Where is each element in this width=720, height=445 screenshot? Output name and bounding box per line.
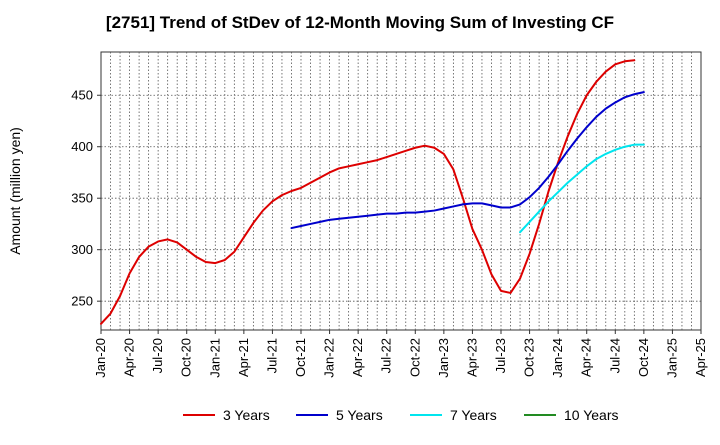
- y-tick-label: 400: [71, 139, 93, 154]
- x-tick-label: Jul-24: [607, 338, 622, 373]
- y-tick-label: 250: [71, 294, 93, 309]
- x-tick-label: Jul-21: [264, 338, 279, 373]
- x-tick-label: Jan-21: [207, 338, 222, 378]
- legend: 3 Years 5 Years 7 Years 10 Years: [183, 407, 619, 423]
- x-tick-label: Oct-22: [407, 338, 422, 377]
- x-tick-label: Oct-20: [179, 338, 194, 377]
- chart-title: [2751] Trend of StDev of 12-Month Moving…: [106, 13, 614, 32]
- legend-label-7-years: 7 Years: [450, 407, 497, 423]
- x-tick-label: Jan-24: [550, 338, 565, 378]
- x-tick-label: Jul-23: [493, 338, 508, 373]
- legend-label-5-years: 5 Years: [336, 407, 383, 423]
- x-tick-label: Jan-23: [436, 338, 451, 378]
- x-tick-label: Jan-25: [664, 338, 679, 378]
- x-tick-label: Apr-20: [122, 338, 137, 377]
- legend-label-3-years: 3 Years: [223, 407, 270, 423]
- x-tick-label: Apr-23: [464, 338, 479, 377]
- x-tick-label: Jul-22: [379, 338, 394, 373]
- x-tick-label: Apr-24: [579, 338, 594, 377]
- series-line-5-years: [290, 91, 645, 230]
- y-tick-label: 450: [71, 88, 93, 103]
- grid-lines: [101, 52, 701, 330]
- y-axis: 250 300 350 400 450: [71, 88, 101, 309]
- x-tick-label: Apr-22: [350, 338, 365, 377]
- legend-label-10-years: 10 Years: [564, 407, 619, 423]
- x-tick-label: Apr-25: [693, 338, 708, 377]
- x-tick-label: Oct-24: [636, 338, 651, 377]
- plot-area: [100, 51, 702, 331]
- x-tick-label: Jul-20: [150, 338, 165, 373]
- series-line-7-years: [519, 143, 645, 234]
- x-tick-label: Jan-22: [322, 338, 337, 378]
- x-tick-label: Jan-20: [93, 338, 108, 378]
- y-tick-label: 300: [71, 242, 93, 257]
- x-tick-label: Apr-21: [236, 338, 251, 377]
- y-axis-label: Amount (million yen): [7, 127, 23, 255]
- x-axis: Jan-20 Apr-20 Jul-20 Oct-20 Jan-21 Apr-21 Jul-…: [93, 330, 708, 378]
- y-tick-label: 350: [71, 191, 93, 206]
- x-tick-label: Oct-21: [293, 338, 308, 377]
- x-tick-label: Oct-23: [522, 338, 537, 377]
- series-line-3-years: [100, 59, 636, 325]
- series-lines: [100, 59, 645, 325]
